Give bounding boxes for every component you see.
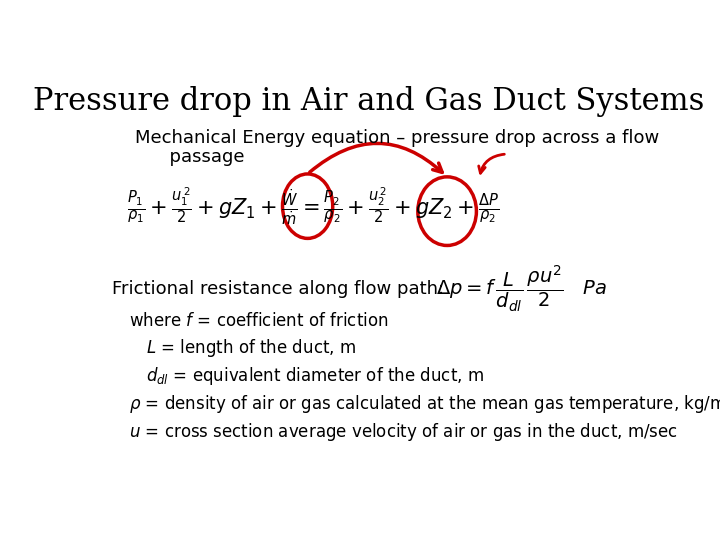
FancyArrowPatch shape <box>310 143 442 172</box>
Text: $u$ = cross section average velocity of air or gas in the duct, m/sec: $u$ = cross section average velocity of … <box>129 421 678 443</box>
FancyArrowPatch shape <box>479 154 504 173</box>
Text: passage: passage <box>135 148 244 166</box>
Text: $d_{dl}$ = equivalent diameter of the duct, m: $d_{dl}$ = equivalent diameter of the du… <box>145 365 484 387</box>
Text: Mechanical Energy equation – pressure drop across a flow: Mechanical Energy equation – pressure dr… <box>135 129 659 147</box>
Text: $\frac{P_1}{\rho_1} + \frac{u_1^{\,2}}{2} + gZ_1 + \frac{\dot{W}}{\dot{m}} = \fr: $\frac{P_1}{\rho_1} + \frac{u_1^{\,2}}{2… <box>127 185 499 227</box>
Text: Frictional resistance along flow path:: Frictional resistance along flow path: <box>112 280 444 298</box>
Text: Pressure drop in Air and Gas Duct Systems: Pressure drop in Air and Gas Duct System… <box>33 85 705 117</box>
Text: $\rho$ = density of air or gas calculated at the mean gas temperature, kg/m$^3$: $\rho$ = density of air or gas calculate… <box>129 392 720 416</box>
Text: $L$ = length of the duct, m: $L$ = length of the duct, m <box>145 338 356 360</box>
Text: $\Delta p = f\,\dfrac{L}{d_{dl}}\,\dfrac{\rho u^2}{2}\quad Pa$: $\Delta p = f\,\dfrac{L}{d_{dl}}\,\dfrac… <box>436 264 608 314</box>
Text: where $f$ = coefficient of friction: where $f$ = coefficient of friction <box>129 312 389 329</box>
